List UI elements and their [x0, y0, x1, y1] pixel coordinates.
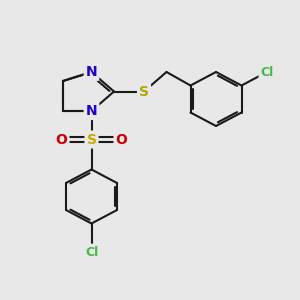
Text: S: S: [86, 133, 97, 146]
Text: O: O: [56, 133, 68, 146]
Text: Cl: Cl: [260, 65, 274, 79]
Text: S: S: [139, 85, 149, 98]
Text: N: N: [86, 65, 97, 79]
Text: N: N: [86, 104, 97, 118]
Text: Cl: Cl: [85, 245, 98, 259]
Text: O: O: [116, 133, 128, 146]
